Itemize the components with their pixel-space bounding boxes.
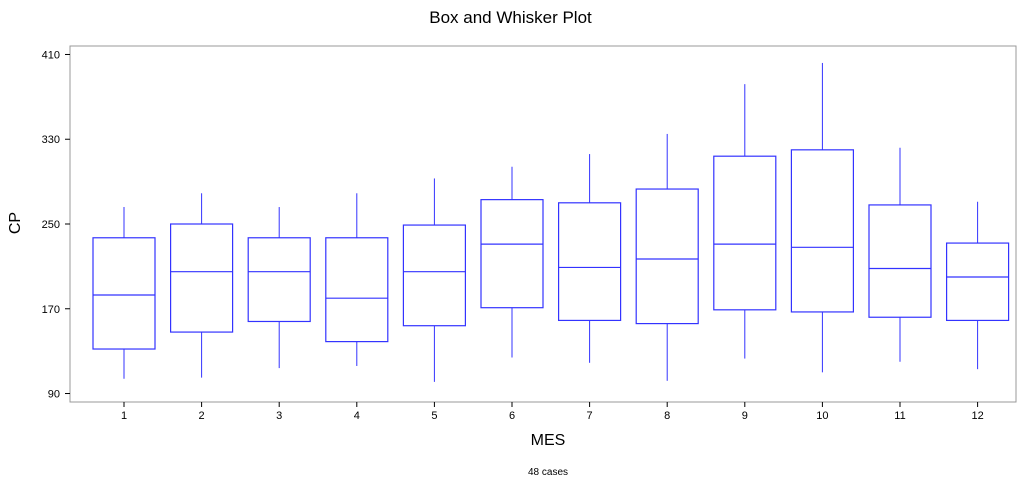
box-month-11 [868,147,932,362]
iqr-box [868,204,932,318]
iqr-box [790,149,855,313]
x-tick-label: 8 [664,410,670,422]
iqr-box [635,188,699,325]
box-month-6 [480,166,544,358]
iqr-box [713,155,777,311]
boxes [92,62,1010,382]
x-tick-label: 11 [894,410,905,422]
iqr-box [945,242,1010,322]
iqr-box [557,202,622,322]
y-tick-label: 410 [42,49,60,61]
x-axis-label: MES [530,432,566,449]
box-month-7 [557,154,622,363]
iqr-box [480,199,544,309]
x-tick-label: 3 [276,410,282,422]
box-month-5 [402,178,466,382]
iqr-box [247,237,311,323]
case-count-note: 48 cases [527,467,569,478]
x-tick-label: 12 [971,410,983,422]
box-month-8 [635,133,699,381]
box-month-3 [247,207,311,369]
box-month-10 [790,62,855,373]
iqr-box [402,224,466,327]
x-tick-label: 1 [121,410,127,422]
y-tick-label: 170 [42,304,60,316]
iqr-box [325,237,389,343]
x-tick-label: 2 [199,410,205,422]
box-month-12 [945,201,1010,370]
x-tick-label: 10 [816,410,828,422]
box-month-9 [713,84,777,359]
x-tick-label: 4 [354,410,360,422]
x-tick-label: 5 [431,410,437,422]
x-tick-label: 6 [509,410,515,422]
y-axis-label: CP [7,211,24,235]
iqr-box [170,223,234,333]
x-tick-label: 9 [742,410,748,422]
chart-title: Box and Whisker Plot [429,8,592,27]
y-tick-label: 250 [42,219,60,231]
box-month-1 [92,207,156,379]
iqr-box [92,237,156,350]
y-tick-label: 330 [42,134,60,146]
y-tick-label: 90 [48,389,60,401]
box-month-4 [325,193,389,366]
x-tick-label: 7 [587,410,593,422]
box-month-2 [170,193,234,378]
